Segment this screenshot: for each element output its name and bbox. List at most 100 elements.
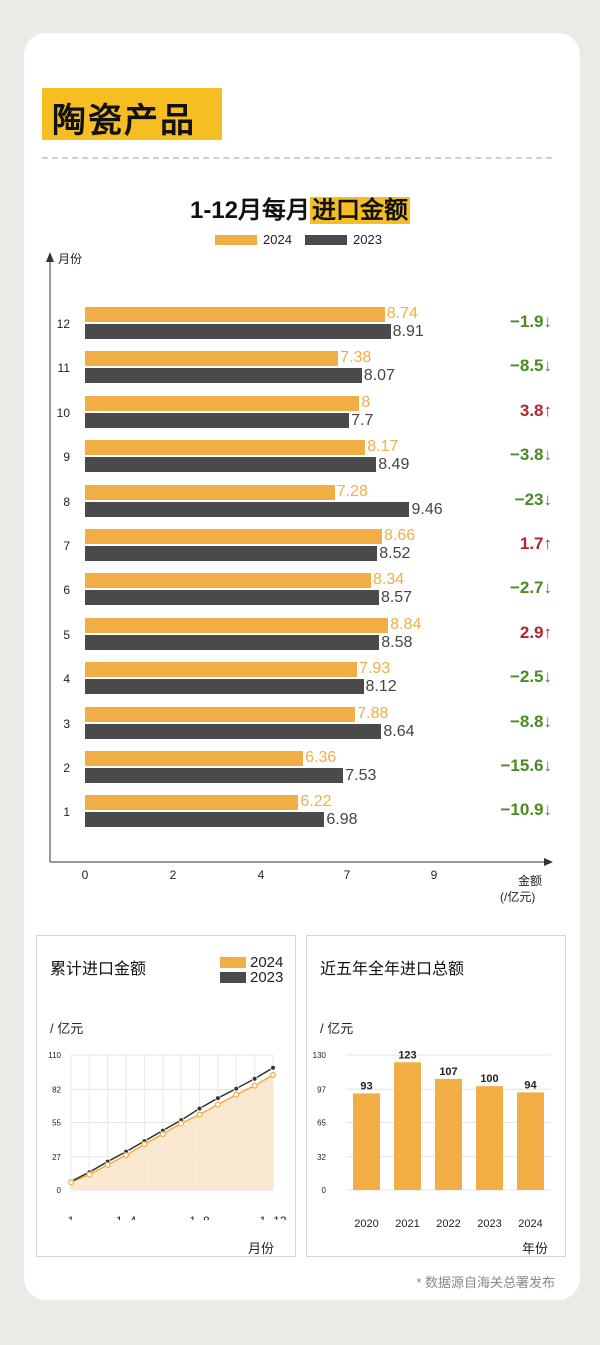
change-month-2: −15.6↓ [500, 756, 552, 775]
bar-2023-month-10 [85, 412, 350, 428]
point-2024-3 [104, 1161, 111, 1168]
bar-2024-month-9 [85, 440, 366, 456]
cumulative-legend-swatch-2023 [220, 972, 246, 983]
legend-swatch-2023 [305, 234, 347, 245]
area-2024 [71, 1074, 273, 1190]
y-tick-month-5: 5 [63, 627, 70, 642]
source-footnote: * 数据源自海关总署发布 [416, 1275, 555, 1290]
point-2023-12 [270, 1065, 276, 1071]
y-tick-0: 0 [57, 1186, 62, 1195]
value-label-2024-month-6: 8.34 [373, 571, 405, 589]
bar-2022 [435, 1078, 462, 1190]
value-label-2024-month-7: 8.66 [384, 527, 416, 544]
y-tick-97: 97 [317, 1085, 326, 1094]
value-label-2023-month-10: 7.7 [351, 411, 374, 429]
bar-2023-month-2 [85, 768, 344, 783]
main-x-axis-label: 金额 [518, 874, 543, 888]
y-tick-month-8: 8 [63, 494, 70, 509]
value-label-2024-month-4: 7.93 [358, 660, 391, 678]
cumulative-line-chart: 0 27 55 82 110 1 1−4 1−8 1−12 [48, 1051, 287, 1220]
value-label-2022: 107 [439, 1066, 457, 1078]
change-month-10: 3.8↑ [519, 400, 552, 420]
cumulative-legend-swatch-2024 [220, 957, 246, 968]
bar-2023-month-1 [85, 812, 325, 828]
y-tick-month-1: 1 [63, 805, 70, 820]
y-tick-month-4: 4 [63, 672, 70, 687]
x-tick-2020: 2020 [354, 1218, 378, 1230]
bar-2021 [394, 1062, 421, 1190]
point-2023-10 [233, 1085, 240, 1092]
bar-2024-month-6 [85, 573, 372, 589]
y-tick-month-7: 7 [63, 539, 70, 553]
title-divider [42, 157, 552, 159]
value-label-2024-month-10: 8 [361, 393, 371, 411]
value-label-2023: 100 [480, 1073, 498, 1085]
annual-x-label: 年份 [522, 1241, 549, 1256]
bar-2024-month-12 [85, 307, 385, 322]
cumulative-y-unit: / 亿元 [50, 1021, 84, 1036]
legend-2023: 2023 [305, 232, 382, 247]
x-tick-9: 9 [430, 868, 438, 882]
value-label-2023-month-1: 6.98 [326, 811, 358, 829]
value-label-2023-month-11: 8.07 [363, 367, 395, 385]
bar-2024-month-5 [85, 617, 389, 633]
bar-2023-month-11 [85, 368, 362, 384]
value-label-2024-month-12: 8.74 [386, 305, 418, 322]
y-tick-110: 110 [48, 1051, 61, 1060]
bar-2024-month-11 [85, 351, 339, 367]
y-tick-130: 130 [313, 1051, 327, 1060]
bar-2024-month-7 [85, 529, 383, 544]
x-tick-1−8: 1−8 [189, 1214, 210, 1220]
point-2024-7 [178, 1120, 185, 1127]
value-label-2023-month-6: 8.57 [380, 589, 413, 607]
x-tick-0: 0 [81, 868, 89, 882]
value-label-2024-month-1: 6.22 [300, 793, 332, 811]
bar-2024-month-4 [85, 662, 357, 678]
change-month-3: −8.8↓ [509, 711, 552, 731]
y-tick-32: 32 [317, 1153, 326, 1162]
line-2023 [70, 1067, 274, 1183]
point-2024-11 [251, 1082, 258, 1089]
change-month-11: −8.5↓ [509, 356, 552, 376]
value-label-2023-month-4: 8.12 [365, 678, 397, 696]
x-tick-2: 2 [169, 868, 177, 882]
bar-2023-month-3 [85, 723, 382, 739]
cumulative-legend-2024: 2024 [220, 954, 283, 971]
cumulative-legend-2023: 2023 [220, 969, 283, 986]
bar-2023-month-9 [85, 457, 377, 473]
value-label-2024-month-3: 7.88 [357, 704, 389, 722]
bar-2024-month-3 [85, 706, 356, 722]
value-label-2023-month-8: 9.46 [411, 500, 443, 518]
main-x-axis-unit: (/亿元) [500, 890, 536, 904]
bar-2023-month-8 [85, 501, 410, 517]
point-2024-2 [86, 1171, 93, 1178]
value-label-2023-month-2: 7.53 [345, 767, 377, 784]
legend-2024: 2024 [215, 232, 292, 247]
legend-label-2024: 2024 [263, 232, 292, 247]
point-2024-1 [67, 1179, 74, 1186]
annual-bar-chart: 0 32 65 97 130 93 2020 123 2021 107 2022 100 2023 94 2… [313, 1049, 551, 1230]
value-label-2023-month-9: 8.49 [378, 456, 410, 474]
bar-2024-month-10 [85, 395, 360, 411]
y-tick-65: 65 [317, 1119, 326, 1128]
bar-2020 [353, 1093, 380, 1190]
change-month-9: −3.8↓ [509, 445, 552, 465]
change-month-8: −23↓ [514, 489, 552, 509]
bar-2023-month-6 [85, 590, 379, 606]
change-month-5: 2.9↑ [519, 622, 552, 642]
value-label-2024-month-8: 7.28 [336, 482, 368, 500]
change-month-7: 1.7↑ [519, 534, 552, 553]
bar-2024-month-8 [85, 484, 335, 500]
y-tick-month-12: 12 [56, 317, 70, 331]
bar-2024-month-1 [85, 795, 299, 811]
point-2024-5 [141, 1141, 148, 1148]
line-2024 [70, 1074, 274, 1184]
x-tick-4: 4 [257, 868, 265, 882]
y-tick-month-3: 3 [63, 716, 70, 731]
bar-2023-month-4 [85, 679, 364, 695]
legend-swatch-2024 [215, 234, 257, 245]
bar-2023-month-7 [85, 546, 378, 561]
point-2023-9 [215, 1095, 221, 1101]
value-label-2020: 93 [360, 1080, 372, 1092]
x-tick-2021: 2021 [395, 1218, 419, 1230]
